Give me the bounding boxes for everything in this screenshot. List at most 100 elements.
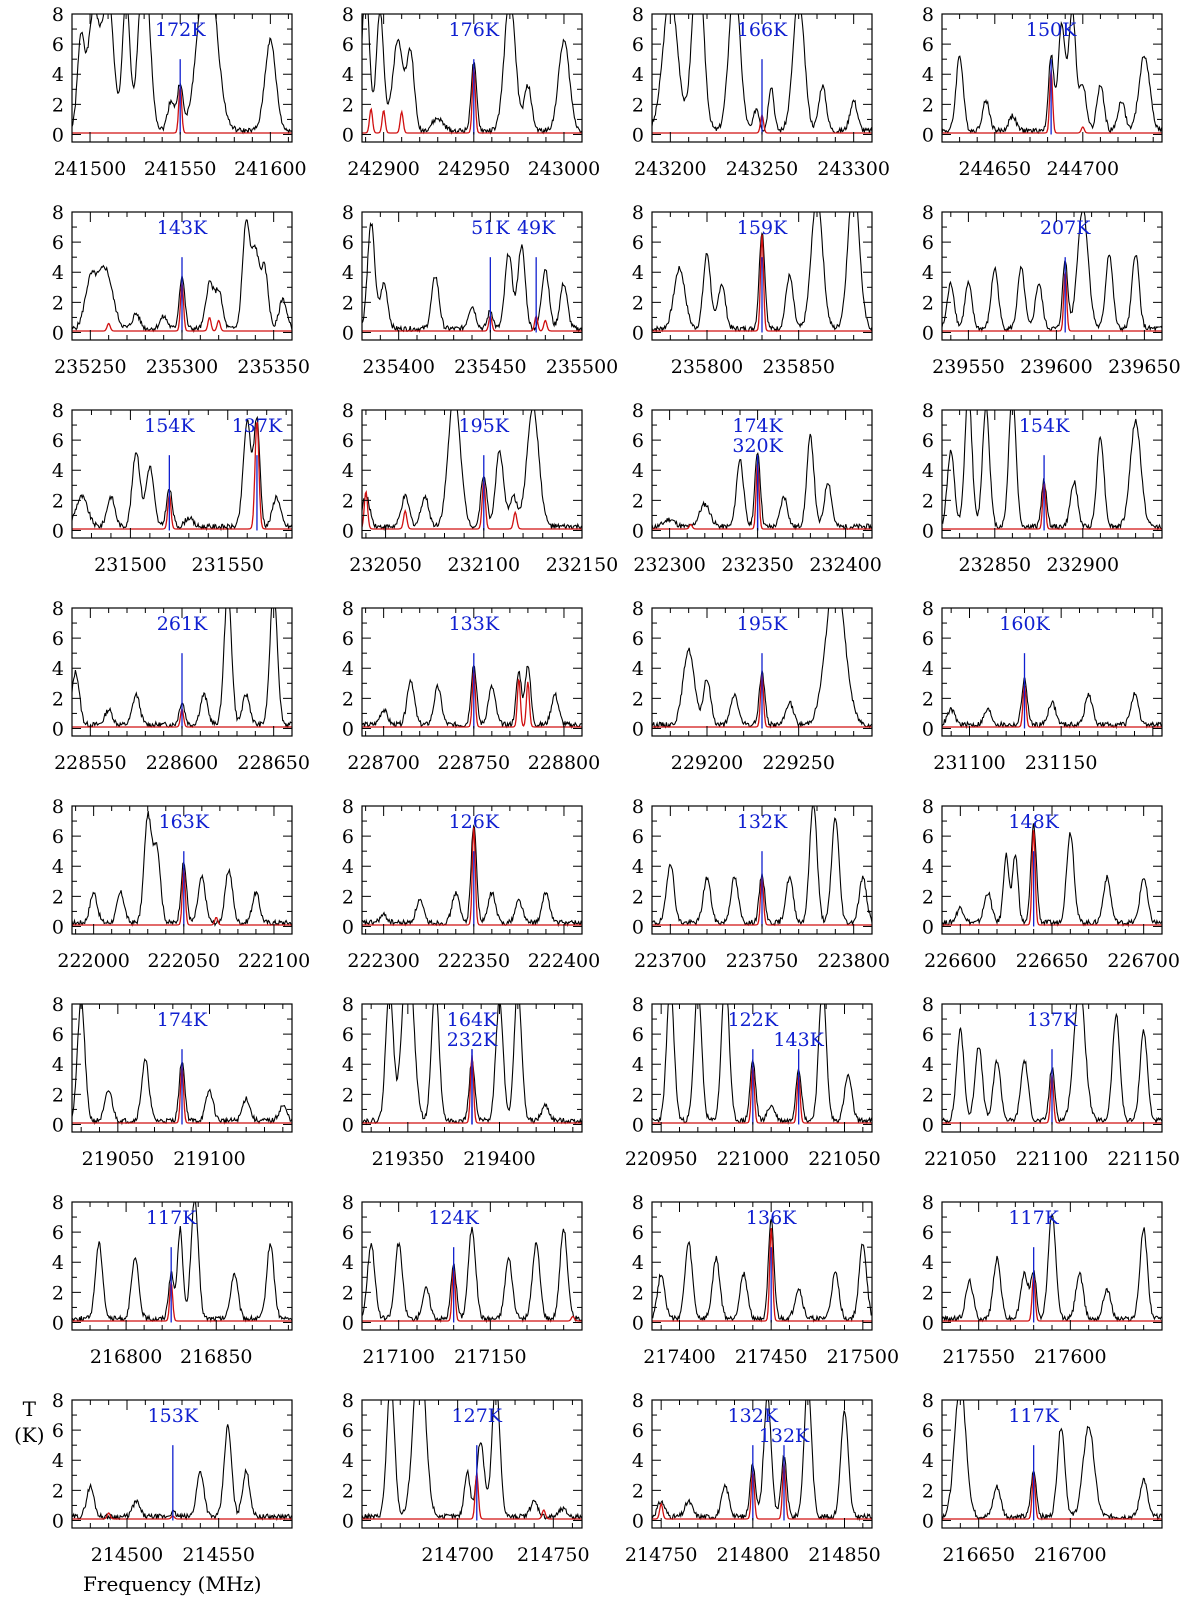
x-tick-label: 216800 [90, 1346, 163, 1368]
y-tick-label: 0 [632, 322, 644, 344]
y-tick-label: 4 [922, 1450, 934, 1472]
x-tick-label: 231100 [933, 752, 1006, 774]
model-spectrum-line [362, 480, 582, 530]
observed-spectrum-line [652, 1004, 872, 1125]
y-tick-label: 8 [52, 202, 64, 224]
y-tick-label: 4 [342, 1450, 354, 1472]
y-tick-label: 4 [922, 1252, 934, 1274]
x-tick-label: 244700 [1047, 158, 1120, 180]
panel-frame [361, 1003, 583, 1133]
y-tick-label: 8 [52, 400, 64, 422]
x-tick-label: 232300 [633, 554, 706, 576]
spectrum-panel: 207K 0 2 4 6 8 239550 239600 239650 [922, 202, 1181, 378]
y-tick-label: 6 [342, 826, 354, 848]
plot-area [72, 415, 292, 532]
spectrum-panel: 124K 0 2 4 6 8 217100 217150 [342, 1192, 583, 1368]
y-tick-label: 8 [922, 598, 934, 620]
observed-spectrum-line [942, 1213, 1162, 1323]
observed-spectrum-line [72, 415, 292, 532]
x-axis-label: Frequency (MHz) [83, 1572, 262, 1596]
temperature-label: 136K [746, 1207, 797, 1229]
temperature-label: 117K [146, 1207, 197, 1229]
spectrum-panel: 127K 0 2 4 6 8 214700 214750 [342, 1390, 590, 1566]
y-tick-label: 0 [342, 520, 354, 542]
y-tick-label: 4 [52, 1252, 64, 1274]
plot-area [942, 14, 1162, 134]
temperature-label: 49K [517, 217, 556, 239]
x-tick-label: 239650 [1108, 356, 1181, 378]
model-spectrum-line [652, 234, 872, 332]
y-tick-label: 8 [52, 598, 64, 620]
y-tick-label: 0 [632, 916, 644, 938]
plot-area [72, 14, 292, 135]
spectrum-panel: 132K 0 2 4 6 8 223700 223750 223800 [632, 796, 890, 972]
y-tick-label: 2 [52, 1282, 64, 1304]
panel-frame [941, 13, 1163, 143]
spectrum-panel: 150K 0 2 4 6 8 244650 244700 [922, 4, 1163, 180]
temperature-label: 127K [452, 1405, 503, 1427]
x-tick-label: 222000 [57, 950, 130, 972]
spectrum-panel: 160K 0 2 4 6 8 231100 231150 [922, 598, 1163, 774]
y-tick-label: 4 [632, 1450, 644, 1472]
panel-frame [941, 409, 1163, 539]
plot-area [362, 221, 582, 334]
observed-spectrum-line [72, 14, 292, 135]
y-tick-label: 2 [342, 1282, 354, 1304]
y-tick-label: 4 [342, 64, 354, 86]
x-tick-label: 216850 [180, 1346, 253, 1368]
x-tick-label: 235400 [362, 356, 435, 378]
y-tick-label: 6 [922, 430, 934, 452]
model-spectrum-line [72, 1281, 292, 1322]
plot-area [362, 824, 582, 928]
x-tick-label: 232150 [546, 554, 619, 576]
spectrum-panel: 133K 0 2 4 6 8 228700 228750 228800 [342, 598, 600, 774]
observed-spectrum-line [942, 823, 1162, 928]
spectrum-panel: 148K 0 2 4 6 8 226600 226650 226700 [922, 796, 1180, 972]
y-tick-label: 6 [342, 1420, 354, 1442]
x-tick-label: 214500 [91, 1544, 164, 1566]
temperature-label: 51K [471, 217, 510, 239]
y-axis-label-line2: (K) [14, 1423, 45, 1447]
panel-frame [651, 1201, 873, 1331]
spectrum-panel: 166K 0 2 4 6 8 243200 243250 243300 [632, 4, 890, 180]
spectrum-panel: 143K 0 2 4 6 8 235250 235300 235350 [52, 202, 310, 378]
y-tick-label: 8 [52, 1390, 64, 1412]
x-tick-label: 214750 [517, 1544, 590, 1566]
temperature-label: 154K [1019, 415, 1070, 437]
y-tick-label: 6 [632, 1420, 644, 1442]
y-axis-label: T (K) [14, 1396, 45, 1448]
observed-spectrum-line [942, 212, 1162, 333]
y-tick-label: 0 [922, 124, 934, 146]
spectrum-panel: 117K 0 2 4 6 8 217550 217600 [922, 1192, 1163, 1368]
observed-spectrum-line [942, 410, 1162, 531]
panel-frame [361, 409, 583, 539]
observed-spectrum-line [362, 664, 582, 729]
observed-spectrum-line [362, 1226, 582, 1324]
temperature-label: 232K [447, 1029, 498, 1051]
y-tick-label: 4 [52, 64, 64, 86]
x-tick-label: 232900 [1047, 554, 1120, 576]
y-tick-label: 2 [922, 688, 934, 710]
y-tick-label: 4 [342, 1054, 354, 1076]
spectrum-panel: 174K 0 2 4 6 8 219050 219100 [52, 994, 293, 1170]
y-tick-label: 2 [52, 292, 64, 314]
y-tick-label: 2 [342, 688, 354, 710]
temperature-label: 132K [728, 1405, 779, 1427]
x-tick-label: 232400 [809, 554, 882, 576]
y-tick-label: 0 [632, 1312, 644, 1334]
y-tick-label: 4 [52, 262, 64, 284]
y-tick-label: 8 [342, 796, 354, 818]
y-tick-label: 4 [922, 1054, 934, 1076]
panel-frame [71, 409, 293, 539]
x-tick-label: 229200 [671, 752, 744, 774]
panel-frame [651, 1003, 873, 1133]
x-tick-label: 232350 [721, 554, 794, 576]
y-tick-label: 2 [632, 1084, 644, 1106]
temperature-label: 143K [157, 217, 208, 239]
y-tick-label: 6 [922, 1024, 934, 1046]
temperature-label: 143K [773, 1029, 824, 1051]
x-tick-label: 243000 [528, 158, 601, 180]
y-tick-label: 6 [342, 430, 354, 452]
x-tick-label: 235350 [237, 356, 310, 378]
